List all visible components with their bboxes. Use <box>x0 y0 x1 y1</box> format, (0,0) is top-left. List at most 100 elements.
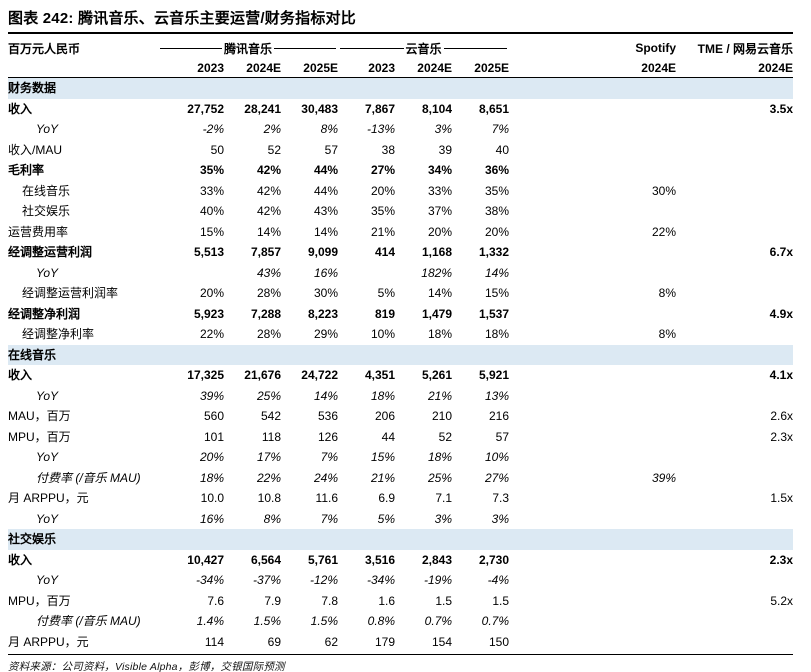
table-cell: 52 <box>438 429 452 444</box>
table-row: 付费率 (/音乐 MAU) 18% 22% 24% 21% 25% 27% 39% <box>8 468 793 489</box>
table-cell: 43% <box>313 204 338 218</box>
year-header: 2024E <box>641 61 676 75</box>
table-row: 经调整运营利润 5,513 7,857 9,099 414 1,168 1,332 6.7x <box>8 242 793 263</box>
table-row: 毛利率 35% 42% 44% 27% 34% 36% <box>8 160 793 181</box>
table-cell: 33% <box>199 183 224 198</box>
table-cell: 1,479 <box>421 306 452 321</box>
row-label: 在线音乐 <box>22 183 71 198</box>
table-cell: 10% <box>484 450 509 464</box>
row-label: 经调整运营利润率 <box>22 286 119 300</box>
table-row: YoY 39% 25% 14% 18% 21% 13% <box>8 386 793 407</box>
dash-line <box>160 47 222 49</box>
table-cell: 17% <box>256 450 281 464</box>
footer-divider <box>8 654 793 655</box>
table-cell: -19% <box>423 573 452 587</box>
table-cell: 27,752 <box>187 101 224 116</box>
table-row: MAU，百万 560 542 536 206 210 216 2.6x <box>8 406 793 427</box>
table-cell: 3.5x <box>769 101 793 116</box>
table-cell: 5,761 <box>307 552 338 567</box>
table-cell: 14% <box>313 224 338 239</box>
table-cell: 21% <box>427 388 452 403</box>
table-cell: 10.0 <box>200 491 224 505</box>
table-cell: 62 <box>324 634 338 649</box>
table-cell: 42% <box>256 183 281 198</box>
table-row: YoY 16% 8% 7% 5% 3% 3% <box>8 509 793 530</box>
source-note: 资料来源：公司资料，Visible Alpha，彭博，交银国际预测 <box>8 661 285 672</box>
table-cell: 7.6 <box>207 593 224 608</box>
table-row: 收入 10,427 6,564 5,761 3,516 2,843 2,730 2.3x <box>8 550 793 571</box>
table-cell: 1,168 <box>421 245 452 259</box>
table-cell: 40% <box>199 204 224 218</box>
table-cell: 0.7% <box>424 614 452 628</box>
row-label: 经调整净利率 <box>22 327 95 341</box>
table-cell: 1.6 <box>378 593 395 608</box>
table-cell: 21% <box>370 224 395 239</box>
table-cell: 24,722 <box>301 368 338 382</box>
table-row: MPU，百万 101 118 126 44 52 57 2.3x <box>8 427 793 448</box>
row-label: YoY <box>36 388 59 403</box>
table-cell: 11.6 <box>315 491 338 505</box>
table-cell: 7.3 <box>492 491 509 505</box>
table-cell: 24% <box>313 470 338 485</box>
table-cell: 114 <box>204 634 224 649</box>
table-cell: 3% <box>434 122 452 136</box>
table-cell: 39% <box>199 388 224 403</box>
table-cell: 560 <box>203 409 224 423</box>
table-cell: 57 <box>495 429 509 444</box>
table-cell: 5% <box>377 511 395 526</box>
row-label: 月 ARPPU，元 <box>8 634 89 649</box>
table-row: YoY 20% 17% 7% 15% 18% 10% <box>8 447 793 468</box>
table-cell: 18% <box>427 450 452 464</box>
table-cell: 35% <box>484 183 509 198</box>
table-row: 付费率 (/音乐 MAU) 1.4% 1.5% 1.5% 0.8% 0.7% 0.7% <box>8 611 793 632</box>
year-header: 2023 <box>368 61 395 75</box>
row-label: 社交娱乐 <box>22 204 71 218</box>
table-cell: 2.6x <box>770 409 793 423</box>
group-label: 云音乐 <box>405 41 442 56</box>
table-cell: 1.5 <box>492 593 509 608</box>
table-cell: 18% <box>199 470 224 485</box>
table-cell: 14% <box>256 224 281 239</box>
table-cell: 1,332 <box>478 245 509 259</box>
section-header-row: 财务数据 <box>8 78 793 99</box>
table-cell: 38% <box>484 204 509 218</box>
table-cell: 37% <box>427 204 452 218</box>
row-label: MPU，百万 <box>8 593 71 608</box>
table-cell: 150 <box>488 634 509 649</box>
row-label: 付费率 (/音乐 MAU) <box>36 470 141 485</box>
table-row: YoY 43% 16% 182% 14% <box>8 263 793 284</box>
table-cell: 44% <box>313 163 338 177</box>
table-cell: -2% <box>202 122 224 136</box>
table-cell: 18% <box>370 388 395 403</box>
row-label: 收入 <box>8 552 33 567</box>
table-cell: 14% <box>427 286 452 300</box>
table-cell: 28% <box>256 327 281 341</box>
table-cell: 216 <box>488 409 509 423</box>
table-body: 财务数据 收入 27,752 28,241 30,483 7,867 8,104 8,651 3… <box>8 78 793 652</box>
table-cell: 4.9x <box>769 306 793 321</box>
group-header-spotify: Spotify <box>635 41 676 55</box>
table-cell: 1,537 <box>478 306 509 321</box>
dash-line <box>443 47 508 49</box>
table-row: 在线音乐 33% 42% 44% 20% 33% 35% 30% <box>8 181 793 202</box>
table-cell: 6,564 <box>250 552 281 567</box>
year-header: 2023 <box>197 61 224 75</box>
table-cell: 50 <box>210 142 224 157</box>
table-cell: 30% <box>313 286 338 300</box>
table-row: 收入/MAU 50 52 57 38 39 40 <box>8 140 793 161</box>
table-row: 月 ARPPU，元 114 69 62 179 154 150 <box>8 632 793 653</box>
table-cell: 6.9 <box>378 491 395 505</box>
table-cell: 15% <box>370 450 395 464</box>
table-cell: 20% <box>484 224 509 239</box>
table-cell: 13% <box>484 388 509 403</box>
table-cell: 1.5 <box>435 593 452 608</box>
table-cell: 22% <box>256 470 281 485</box>
table-cell: 35% <box>370 204 395 218</box>
group-header-tencent-music: 腾讯音乐 <box>158 40 338 57</box>
table-cell: 9,099 <box>307 245 338 259</box>
table-cell: 18% <box>484 327 509 341</box>
table-cell: 52 <box>267 142 281 157</box>
row-label: 运营费用率 <box>8 224 69 239</box>
table-cell: 542 <box>260 409 281 423</box>
table-cell: 7,857 <box>250 245 281 259</box>
